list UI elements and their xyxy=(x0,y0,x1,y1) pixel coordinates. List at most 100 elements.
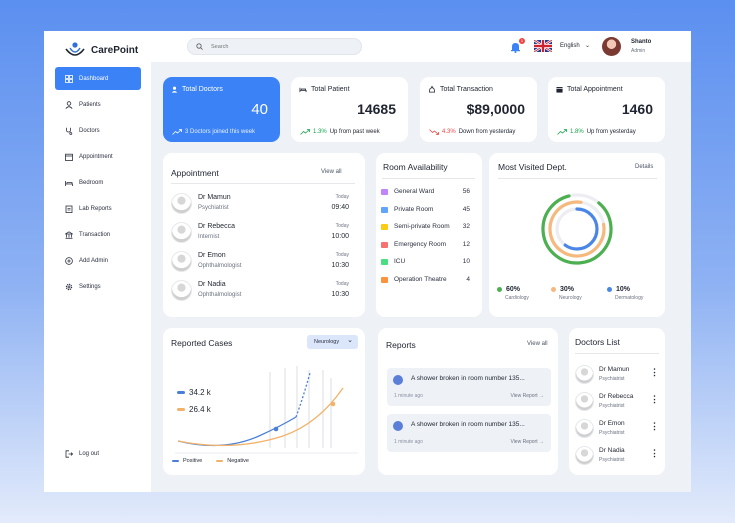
doctor-avatar xyxy=(171,251,192,272)
sidebar-item-label: Appointment xyxy=(79,153,113,160)
stat-card-total-doctors[interactable]: Total Doctors 40 3 Doctors joined this w… xyxy=(163,77,280,142)
doctor-list-row[interactable]: Dr Mamun Psychiatrist ⋮ xyxy=(575,364,659,388)
stat-change-value: 1.8% xyxy=(570,129,584,135)
doctor-specialty: Ophthalmologist xyxy=(198,263,242,269)
view-report-link[interactable]: View Report → xyxy=(510,439,544,445)
room-count: 56 xyxy=(462,188,470,195)
more-options-icon[interactable]: ⋮ xyxy=(650,448,659,458)
doctor-name: Dr Mamun xyxy=(599,366,630,373)
doctor-name: Dr Mamun xyxy=(198,194,231,201)
room-row: ICU 10 xyxy=(381,257,470,269)
more-options-icon[interactable]: ⋮ xyxy=(650,367,659,377)
bed-icon xyxy=(381,206,388,213)
appointment-row[interactable]: Dr Emon Ophthalmologist Today 10:30 xyxy=(171,251,349,275)
sidebar-item-patients[interactable]: Patients xyxy=(55,93,141,116)
bed-icon xyxy=(381,189,388,195)
notification-button[interactable]: 1 xyxy=(510,38,525,58)
stat-change-label: Up from past week xyxy=(329,129,380,135)
doctor-avatar xyxy=(171,193,192,214)
room-availability-card: Room Availability General Ward 56 Private … xyxy=(376,153,482,317)
room-count: 4 xyxy=(466,275,470,283)
stat-card-total-appointment[interactable]: Total Appointment 1460 1.8% Up from yest… xyxy=(548,77,665,142)
appointment-row[interactable]: Dr Mamun Psychiatrist Today 09:40 xyxy=(171,193,349,217)
report-item[interactable]: A shower broken in room number 135... 1 … xyxy=(387,368,551,406)
search-bar[interactable] xyxy=(187,38,362,55)
negative-point[interactable] xyxy=(330,401,336,407)
more-options-icon[interactable]: ⋮ xyxy=(650,394,659,404)
sidebar-item-add-admin[interactable]: Add Admin xyxy=(55,249,141,272)
filter-dropdown[interactable]: Neurology ⌄ xyxy=(307,335,358,349)
appointment-title: Appointment xyxy=(171,168,219,178)
dept-label: Cardiology xyxy=(505,295,529,301)
chart-legend: Positive Negative xyxy=(172,458,249,464)
stat-card-total-transaction[interactable]: Total Transaction $89,0000 4.3% Down fro… xyxy=(420,77,537,142)
reports-view-all-link[interactable]: View all xyxy=(527,341,548,347)
doctor-specialty: Psychiatrist xyxy=(599,403,625,409)
legend-positive: Positive xyxy=(172,458,202,464)
room-row: Operation Theatre 4 xyxy=(381,275,470,287)
doctor-list-row[interactable]: Dr Emon Psychiatrist ⋮ xyxy=(575,418,659,442)
doctor-specialty: Ophthalmologist xyxy=(198,292,242,298)
appointment-time: 10:30 xyxy=(331,291,349,298)
legend-swatch xyxy=(172,459,179,463)
sidebar-item-dashboard[interactable]: Dashboard xyxy=(55,67,141,90)
room-count: 10 xyxy=(462,258,470,265)
user-avatar[interactable] xyxy=(602,37,621,56)
top-bar: 1 English ⌄ Shanto Admin xyxy=(151,31,691,62)
positive-line-projection xyxy=(295,372,311,418)
logo[interactable]: CarePoint xyxy=(64,41,138,59)
clipboard-icon xyxy=(65,205,73,213)
negative-value-label: 26.4 k xyxy=(177,405,211,414)
doctor-list-row[interactable]: Dr Rebecca Psychiatrist ⋮ xyxy=(575,391,659,415)
sidebar-item-bedroom[interactable]: Bedroom xyxy=(55,171,141,194)
trend-up-icon xyxy=(300,129,310,135)
app-window: CarePoint Dashboard Patients Doctors App… xyxy=(44,31,691,492)
dept-pct: 30% xyxy=(560,286,575,293)
room-row: General Ward 56 xyxy=(381,187,470,199)
sidebar-item-doctors[interactable]: Doctors xyxy=(55,119,141,142)
sidebar-item-transaction[interactable]: Transaction xyxy=(55,223,141,246)
chevron-down-icon[interactable]: ⌄ xyxy=(585,43,591,49)
stat-title-label: Total Transaction xyxy=(440,86,493,93)
report-item[interactable]: A shower broken in room number 135... 1 … xyxy=(387,414,551,452)
more-options-icon[interactable]: ⋮ xyxy=(650,421,659,431)
doctor-name: Dr Rebecca xyxy=(599,393,634,400)
positive-value-label: 34.2 k xyxy=(177,388,211,397)
doctor-avatar xyxy=(575,392,594,411)
sidebar-item-label: Lab Reports xyxy=(79,205,112,212)
stat-change-label: Down from yesterday xyxy=(458,129,516,135)
stat-card-total-patient[interactable]: Total Patient 14685 1.3% Up from past we… xyxy=(291,77,408,142)
search-input[interactable] xyxy=(211,43,351,50)
appointment-view-all-link[interactable]: View all xyxy=(321,169,342,175)
room-name: Private Room xyxy=(394,205,434,213)
view-report-link[interactable]: View Report → xyxy=(510,393,544,399)
ring-dermatology[interactable] xyxy=(555,207,599,251)
appointment-row[interactable]: Dr Rebecca Internist Today 10:00 xyxy=(171,222,349,246)
appointment-card: Appointment View all Dr Mamun Psychiatri… xyxy=(163,153,365,317)
sidebar-item-settings[interactable]: Settings xyxy=(55,275,141,298)
report-icon xyxy=(393,421,403,431)
positive-point[interactable] xyxy=(273,426,279,432)
sidebar: CarePoint Dashboard Patients Doctors App… xyxy=(44,31,151,492)
trend-down-icon xyxy=(429,129,439,135)
user-name: Shanto xyxy=(631,39,652,45)
carepoint-logo-icon xyxy=(65,42,85,56)
stat-value: 14685 xyxy=(357,101,396,117)
divider xyxy=(171,183,355,184)
details-link[interactable]: Details xyxy=(635,164,654,170)
doctor-list-row[interactable]: Dr Nadia Psychiatrist ⋮ xyxy=(575,445,659,469)
doctor-name: Dr Emon xyxy=(599,420,625,427)
bed-icon xyxy=(381,276,388,283)
sidebar-item-lab-reports[interactable]: Lab Reports xyxy=(55,197,141,220)
logout-button[interactable]: Log out xyxy=(65,450,99,458)
app-name: CarePoint xyxy=(91,44,139,56)
ring-neurology[interactable] xyxy=(546,198,609,261)
divider xyxy=(575,353,659,354)
language-selector[interactable]: English xyxy=(560,43,580,49)
sidebar-item-appointment[interactable]: Appointment xyxy=(55,145,141,168)
view-report-label: View Report xyxy=(510,439,538,445)
appointment-row[interactable]: Dr Nadia Ophthalmologist Today 10:30 xyxy=(171,280,349,304)
sidebar-item-label: Settings xyxy=(79,283,101,290)
dept-legend-cardiology: 60% Cardiology xyxy=(497,286,529,301)
ring-cardiology[interactable] xyxy=(529,185,625,275)
